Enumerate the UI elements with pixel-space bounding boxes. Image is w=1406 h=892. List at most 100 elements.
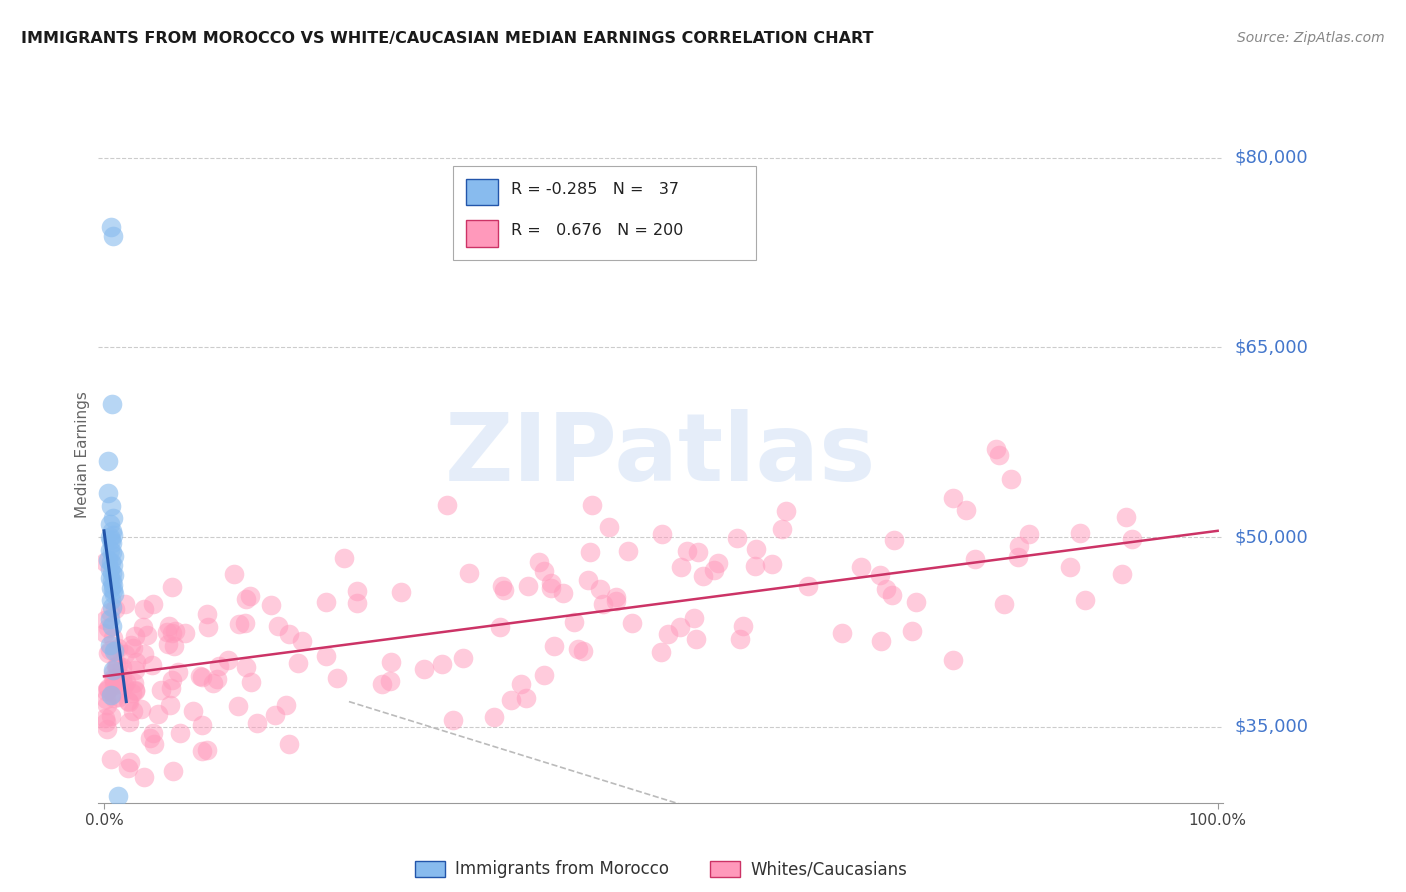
Point [112,678,135,692]
Point [157,619,180,633]
Point [592,598,614,612]
Point [97,553,120,567]
Point [1069,526,1091,541]
Point [770,522,793,536]
Point [98,542,121,557]
Text: R = -0.285   N =   37: R = -0.285 N = 37 [512,182,679,197]
Point [97,681,120,696]
Point [195,743,218,757]
Point [163,624,186,639]
Point [118,715,141,730]
Point [620,616,643,631]
Point [797,579,820,593]
Point [124,663,146,677]
Point [103,644,125,658]
Point [101,558,124,572]
Point [378,673,401,688]
Point [831,626,853,640]
Point [101,527,124,541]
Point [134,771,156,785]
Point [880,588,903,602]
Point [101,574,124,589]
Point [207,672,229,686]
Point [875,582,897,596]
Point [101,583,124,598]
Point [707,556,730,570]
Point [233,616,256,631]
Text: $50,000: $50,000 [1234,528,1308,546]
Point [142,737,165,751]
Point [195,607,218,621]
Point [191,718,214,732]
Point [775,504,797,518]
FancyBboxPatch shape [467,220,498,247]
Point [492,582,515,597]
Y-axis label: Median Earnings: Median Earnings [75,392,90,518]
Text: $65,000: $65,000 [1234,338,1308,357]
Point [993,597,1015,611]
Point [849,559,872,574]
Point [122,640,145,655]
Point [264,708,287,723]
Point [686,545,709,559]
Point [129,702,152,716]
Point [146,706,169,721]
Point [98,643,121,657]
Point [98,638,121,652]
Point [380,655,402,669]
Text: $80,000: $80,000 [1234,149,1308,167]
Point [228,617,250,632]
Point [617,543,640,558]
Point [94,625,117,640]
Text: $35,000: $35,000 [1234,718,1309,736]
Point [181,704,204,718]
Point [669,619,692,633]
Point [160,626,183,640]
Point [1000,472,1022,486]
Point [730,632,752,647]
Point [515,691,537,706]
Point [745,542,768,557]
Point [685,632,707,646]
Point [163,639,186,653]
Point [589,582,612,596]
Point [491,579,513,593]
Point [115,675,138,690]
Point [97,681,120,695]
Point [1059,560,1081,574]
Point [451,650,474,665]
Point [208,658,231,673]
Point [869,634,891,648]
Point [150,683,173,698]
Point [239,589,262,603]
Point [100,593,122,607]
Point [98,517,121,532]
Point [103,671,125,685]
Point [94,714,117,729]
Point [98,612,121,626]
Point [94,711,117,725]
Point [101,545,124,559]
Point [190,670,212,684]
Point [103,587,125,601]
Point [120,638,142,652]
Point [598,519,620,533]
Point [103,549,125,563]
Point [551,586,574,600]
Point [103,666,125,681]
Point [111,660,134,674]
Point [266,618,288,632]
Point [97,646,120,660]
Point [315,595,337,609]
Point [333,551,356,566]
Point [114,647,136,661]
Point [436,498,458,512]
Point [869,567,891,582]
Point [107,659,129,673]
FancyBboxPatch shape [453,166,756,260]
Point [578,573,600,587]
Point [159,698,181,713]
Point [278,627,301,641]
Point [136,628,159,642]
Point [942,491,965,505]
